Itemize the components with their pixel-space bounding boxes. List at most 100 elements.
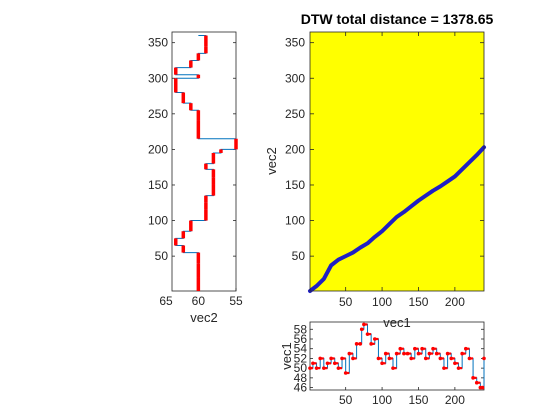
bottom-series-point <box>351 356 355 361</box>
matrix-x-tick-label: 150 <box>408 295 428 309</box>
bottom-series-point <box>456 366 461 370</box>
bottom-series-point <box>358 342 363 346</box>
bottom-x-tick-label: 50 <box>339 393 353 407</box>
bottom-series-point <box>445 351 450 356</box>
matrix-y-tick-label: 350 <box>285 36 305 50</box>
bottom-y-tick-label: 54 <box>294 342 308 356</box>
matrix-y-tick-label: 200 <box>285 142 305 156</box>
bottom-series-point <box>314 366 319 370</box>
bottom-series-point <box>391 366 395 370</box>
bottom-x-tick-label: 200 <box>445 393 465 407</box>
bottom-series-point <box>442 366 446 370</box>
left-y-tick-label: 200 <box>148 142 168 156</box>
matrix-y-tick-label: 250 <box>285 107 305 121</box>
bottom-series-line <box>310 323 485 389</box>
left-x-ticks: 65 60 55 <box>159 288 243 308</box>
bottom-series-point <box>336 366 341 370</box>
bottom-y-tick-label: 58 <box>294 322 308 336</box>
bottom-series-point <box>471 376 475 380</box>
left-y-ticks: 50 100 150 200 250 300 350 <box>148 36 236 263</box>
bottom-series-point <box>365 332 370 336</box>
left-y-tick-label: 350 <box>148 36 168 50</box>
matrix-y-axis-label: vec2 <box>264 147 279 174</box>
bottom-series-point <box>308 366 312 370</box>
left-x-tick-label: 65 <box>159 294 173 308</box>
left-y-tick-label: 150 <box>148 178 168 192</box>
bottom-x-tick-label: 100 <box>372 393 392 407</box>
matrix-axes-frame <box>309 31 485 292</box>
matrix-x-ticks: 50 100 150 200 <box>339 32 465 309</box>
left-axes-frame <box>171 31 237 292</box>
matrix-x-tick-label: 100 <box>372 295 392 309</box>
bottom-x-tick-label: 150 <box>408 393 428 407</box>
matrix-x-axis-label: vec1 <box>383 315 410 330</box>
bottom-series-point <box>431 346 435 351</box>
matrix-axes: 50 100 150 200 250 300 350 50 100 150 200 DTW tot… <box>264 11 493 330</box>
bottom-series-point <box>325 361 330 366</box>
bottom-series-point <box>467 356 472 361</box>
bottom-series-point <box>416 351 421 356</box>
bottom-series-point <box>369 342 373 346</box>
left-x-tick-label: 60 <box>192 294 206 308</box>
bottom-series-point <box>449 356 454 361</box>
cost-matrix-fill <box>310 32 484 291</box>
bottom-series-point <box>453 361 457 366</box>
bottom-series-point <box>372 337 377 341</box>
bottom-series-point <box>460 351 464 356</box>
matrix-y-tick-label: 50 <box>292 249 306 263</box>
bottom-series-point <box>427 351 432 356</box>
bottom-y-tick-label: 46 <box>294 381 308 395</box>
bottom-series-point <box>434 351 439 356</box>
matrix-y-tick-label: 100 <box>285 214 305 228</box>
matrix-x-tick-label: 50 <box>339 295 353 309</box>
bottom-y-tick-label: 50 <box>294 361 308 375</box>
bottom-y-tick-label: 52 <box>294 351 308 365</box>
matrix-y-tick-label: 150 <box>285 178 305 192</box>
bottom-series-point <box>394 351 399 356</box>
bottom-series-point <box>482 356 486 361</box>
bottom-series-point <box>480 385 485 390</box>
bottom-series-point <box>420 346 424 351</box>
bottom-series-point <box>423 356 428 361</box>
bottom-series-point <box>405 351 410 356</box>
bottom-series-point <box>354 342 359 346</box>
bottom-series-point <box>438 356 443 361</box>
bottom-series-point <box>318 356 322 361</box>
bottom-series-point <box>463 346 468 351</box>
left-x-axis-label: vec2 <box>190 310 217 325</box>
bottom-series-point <box>409 356 413 361</box>
matrix-y-ticks: 50 100 150 200 250 300 350 <box>285 36 484 263</box>
warping-path <box>308 145 486 293</box>
matrix-y-tick-label: 300 <box>285 71 305 85</box>
matrix-title: DTW total distance = 1378.65 <box>301 11 494 27</box>
left-x-tick-label: 55 <box>229 294 243 308</box>
bottom-y-tick-label: 56 <box>294 332 308 346</box>
bottom-series-point <box>398 346 403 351</box>
bottom-series-point <box>380 361 384 366</box>
bottom-y-axis-label: vec1 <box>279 342 294 369</box>
left-series-line <box>175 35 237 291</box>
left-series <box>174 35 238 291</box>
bottom-x-ticks: 50 100 150 200 <box>339 387 465 407</box>
bottom-series-point <box>343 371 348 375</box>
bottom-axes-frame <box>309 321 485 391</box>
bottom-series-point <box>402 351 406 356</box>
bottom-y-tick-label: 48 <box>294 371 308 385</box>
bottom-series <box>308 322 486 390</box>
left-y-tick-label: 50 <box>155 249 169 263</box>
left-axes: 50 100 150 200 250 300 350 65 60 55 vec2 <box>148 31 243 325</box>
bottom-series-point <box>362 322 366 327</box>
bottom-series-point <box>383 351 388 356</box>
matrix-x-tick-label: 200 <box>445 295 465 309</box>
left-y-tick-label: 100 <box>148 214 168 228</box>
bottom-series-point <box>322 366 326 370</box>
bottom-series-point <box>340 356 344 361</box>
warping-path-line <box>308 145 486 293</box>
bottom-series-point <box>359 327 364 332</box>
left-y-tick-label: 250 <box>148 107 168 121</box>
left-y-tick-label: 300 <box>148 71 168 85</box>
bottom-series-point <box>376 356 381 361</box>
